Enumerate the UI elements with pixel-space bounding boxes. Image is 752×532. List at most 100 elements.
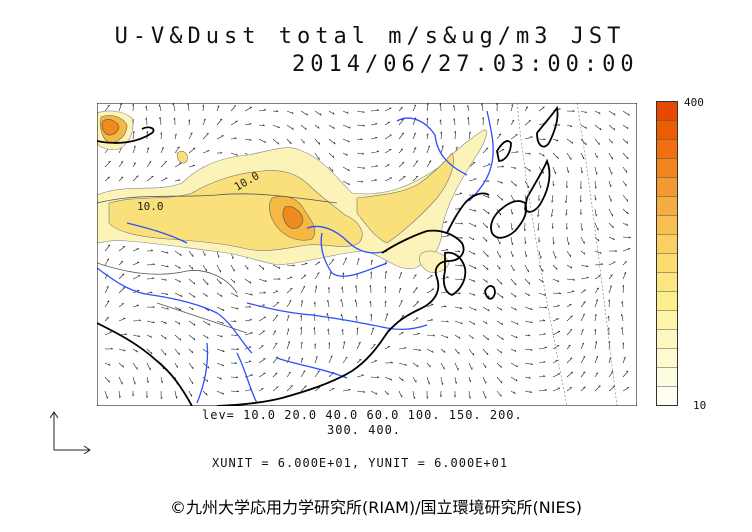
wind-vector-head <box>304 262 308 264</box>
wind-vector <box>146 117 148 126</box>
wind-vector <box>622 248 631 252</box>
wind-vector-head <box>372 327 375 330</box>
wind-vector-head <box>119 103 122 106</box>
wind-vector-head <box>620 314 623 317</box>
wind-vector-head <box>326 299 329 303</box>
wind-vector <box>496 222 500 229</box>
wind-vector <box>258 124 265 127</box>
wind-vector-head <box>278 266 281 269</box>
wind-vector <box>510 306 517 311</box>
wind-vector <box>188 103 190 112</box>
wind-vector-head <box>179 338 182 341</box>
wind-vector <box>482 236 488 242</box>
wind-vector-head <box>595 214 598 217</box>
wind-vector-head <box>236 390 240 393</box>
wind-vector <box>622 327 624 336</box>
wind-vector-head <box>446 320 449 323</box>
wind-vector-head <box>273 330 277 332</box>
wind-vector <box>524 152 531 155</box>
wind-vector <box>398 390 403 398</box>
wind-vector-head <box>370 271 372 274</box>
wind-vector-head <box>538 198 541 201</box>
wind-vector-head <box>415 287 418 289</box>
wind-vector-head <box>275 372 278 374</box>
wind-vector <box>216 348 225 353</box>
wind-vector-head <box>150 335 152 338</box>
wind-vector <box>510 376 518 382</box>
wind-vector <box>384 121 391 126</box>
wind-vector-head <box>326 313 328 316</box>
wind-vector-head <box>595 299 598 302</box>
wind-vector-head <box>544 346 547 348</box>
wind-vector <box>524 376 531 379</box>
wind-vector <box>202 320 210 326</box>
wind-vector <box>580 342 585 350</box>
wind-vector <box>202 150 210 154</box>
wind-vector-head <box>402 162 405 164</box>
wind-vector-head <box>375 136 378 138</box>
wind-vector-head <box>595 341 598 344</box>
wind-vector <box>146 278 155 280</box>
colorbar-cell <box>656 215 678 235</box>
wind-vector-head <box>595 355 598 358</box>
wind-vector <box>188 147 196 154</box>
wind-vector <box>510 250 514 257</box>
wind-vector-head <box>581 329 584 331</box>
wind-vector <box>272 124 280 129</box>
wind-vector <box>608 357 612 364</box>
wind-vector-head <box>530 307 533 310</box>
wind-vector <box>202 133 209 140</box>
wind-vector-head <box>415 160 419 162</box>
wind-vector <box>286 315 290 322</box>
wind-vector-head <box>121 273 125 275</box>
wind-vector-head <box>401 132 405 135</box>
wind-vector <box>426 103 429 112</box>
axis-indicator-icon <box>49 411 91 454</box>
wind-vector <box>426 117 429 126</box>
wind-vector-head <box>414 274 417 276</box>
wind-vector <box>174 278 181 283</box>
wind-vector <box>580 371 586 378</box>
wind-vector-head <box>566 227 569 230</box>
wind-vector-head <box>581 342 584 345</box>
wind-vector-head <box>596 172 598 175</box>
wind-vector <box>510 390 516 395</box>
wind-vector <box>566 278 575 281</box>
wind-vector <box>594 356 599 364</box>
wind-vector <box>426 348 434 353</box>
wind-vector-head <box>348 182 350 186</box>
wind-vector-head <box>262 124 265 127</box>
wind-vector <box>552 292 562 295</box>
wind-vector-head <box>598 239 600 242</box>
wind-vector <box>384 346 391 350</box>
wind-vector <box>454 278 463 281</box>
wind-vector-head <box>614 249 618 252</box>
wind-vector <box>398 332 404 336</box>
wind-vector-head <box>607 327 610 330</box>
wind-vector-head <box>334 141 336 145</box>
wind-vector-head <box>480 103 483 106</box>
wind-vector <box>146 348 153 355</box>
wind-vector <box>552 264 558 270</box>
wind-vector <box>468 117 470 126</box>
wind-vector <box>468 334 474 340</box>
wind-vector <box>482 147 489 154</box>
wind-vector <box>580 277 589 280</box>
wind-vector-head <box>188 119 191 122</box>
wind-vector <box>622 356 626 364</box>
wind-vector <box>342 389 351 392</box>
wind-vector <box>300 110 308 116</box>
wind-vector-head <box>192 267 194 270</box>
title-line-1: U-V&Dust total m/s&ug/m3 JST <box>114 24 626 49</box>
wind-vector <box>468 222 477 227</box>
wind-vector-head <box>320 113 322 116</box>
wind-vector-head <box>583 386 586 388</box>
wind-vector <box>384 376 392 381</box>
wind-vector-head <box>460 306 463 309</box>
wind-vector <box>356 390 365 393</box>
wind-vector-head <box>166 265 169 268</box>
wind-vector-head <box>399 287 402 290</box>
wind-vector <box>132 103 134 112</box>
wind-vector-head <box>538 240 541 243</box>
wind-vector <box>482 278 488 283</box>
